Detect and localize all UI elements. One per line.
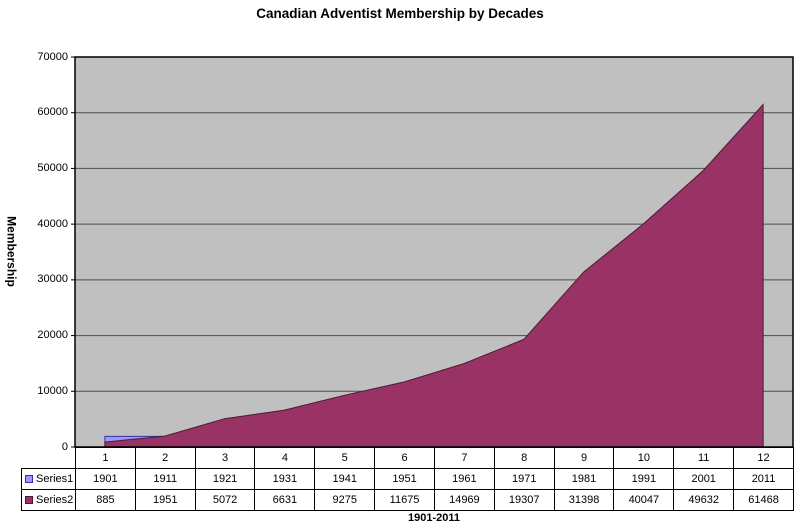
series-label-cell: Series1 (21, 468, 76, 490)
category-cell: 7 (433, 447, 495, 469)
series-name: Series2 (36, 494, 74, 506)
y-tick-label: 40000 (37, 218, 68, 230)
value-cell: 19307 (493, 489, 555, 511)
chart-title: Canadian Adventist Membership by Decades (256, 6, 544, 21)
value-cell: 61468 (733, 489, 794, 511)
category-cell: 12 (733, 447, 794, 469)
value-cell: 9275 (314, 489, 376, 511)
legend-swatch-series2 (25, 496, 33, 504)
data-table: 1 2 3 4 5 6 7 8 9 10 11 12 Series1 1901 1911 1921 1931 19… (21, 447, 794, 511)
y-tick-label: 60000 (37, 106, 68, 118)
value-cell: 1911 (134, 468, 196, 490)
value-cell: 1901 (75, 468, 136, 490)
category-cell: 6 (374, 447, 435, 469)
category-cell: 5 (314, 447, 376, 469)
value-cell: 1981 (553, 468, 615, 490)
series-name: Series1 (36, 473, 74, 485)
category-cell: 3 (194, 447, 256, 469)
series-row: Series2 885 1951 5072 6631 9275 11675 14969 1930… (21, 489, 794, 511)
y-tick-label: 50000 (37, 162, 68, 174)
y-tick-label: 10000 (37, 385, 68, 397)
value-cell: 11675 (374, 489, 435, 511)
category-cell: 4 (254, 447, 316, 469)
table-corner (22, 448, 76, 469)
y-tick-label: 30000 (37, 273, 68, 285)
category-cell: 8 (493, 447, 555, 469)
category-cell: 2 (134, 447, 196, 469)
value-cell: 40047 (613, 489, 675, 511)
value-cell: 5072 (194, 489, 256, 511)
legend-swatch-series1 (25, 475, 33, 483)
series-row: Series1 1901 1911 1921 1931 1941 1951 1961 1971 1… (21, 468, 794, 490)
category-cell: 1 (75, 447, 136, 469)
value-cell: 885 (75, 489, 136, 511)
category-cell: 10 (613, 447, 675, 469)
category-cell: 9 (553, 447, 615, 469)
value-cell: 1931 (254, 468, 316, 490)
value-cell: 1971 (493, 468, 555, 490)
value-cell: 6631 (254, 489, 316, 511)
value-cell: 49632 (673, 489, 735, 511)
value-cell: 1941 (314, 468, 376, 490)
area-series2 (104, 103, 764, 448)
value-cell: 1921 (194, 468, 256, 490)
series-label-cell: Series2 (21, 489, 76, 511)
value-cell: 1991 (613, 468, 675, 490)
value-cell: 14969 (433, 489, 495, 511)
category-cell: 11 (673, 447, 735, 469)
x-axis-title: 1901-2011 (408, 512, 460, 524)
y-tick-label: 70000 (37, 51, 68, 63)
y-axis-title: Membership (4, 216, 19, 287)
y-tick-label: 20000 (37, 329, 68, 341)
plot-area (71, 56, 794, 448)
value-cell: 1951 (374, 468, 435, 490)
value-cell: 31398 (553, 489, 615, 511)
value-cell: 1961 (433, 468, 495, 490)
category-row: 1 2 3 4 5 6 7 8 9 10 11 12 (22, 447, 794, 469)
value-cell: 2001 (673, 468, 735, 490)
y-tick-label: 0 (61, 441, 68, 453)
value-cell: 1951 (134, 489, 196, 511)
value-cell: 2011 (733, 468, 794, 490)
